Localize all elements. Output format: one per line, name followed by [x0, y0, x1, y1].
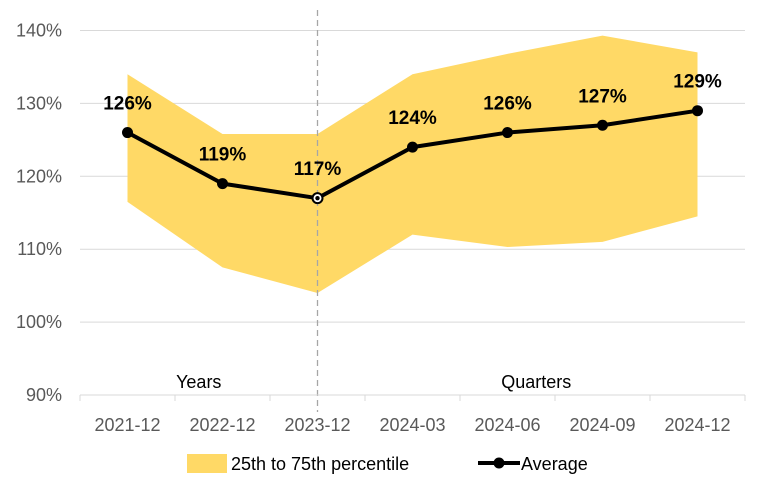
- legend-band-label: 25th to 75th percentile: [231, 454, 409, 474]
- percentile-band: [127, 35, 698, 293]
- y-tick-label: 120%: [16, 166, 62, 186]
- x-tick-label: 2023-12: [284, 415, 350, 435]
- legend-band-swatch: [187, 454, 227, 473]
- annotation-quarters: Quarters: [501, 372, 571, 392]
- x-tick-label: 2022-12: [189, 415, 255, 435]
- annotation-years: Years: [176, 372, 221, 392]
- data-label: 126%: [103, 94, 152, 115]
- x-axis: [79, 394, 746, 401]
- period-annotations: Years Quarters: [176, 372, 571, 392]
- average-point: [502, 127, 513, 139]
- y-tick-label: 100%: [16, 312, 62, 332]
- y-tick-label: 90%: [26, 385, 62, 405]
- y-tick-label: 140%: [16, 21, 62, 41]
- y-tick-label: 130%: [16, 93, 62, 113]
- data-label: 129%: [673, 72, 722, 93]
- x-tick-label: 2024-03: [379, 415, 445, 435]
- average-point: [692, 105, 703, 117]
- x-axis-tick-labels: 2021-12 2022-12 2023-12 2024-03 2024-06 2024-…: [94, 415, 730, 435]
- y-tick-label: 110%: [17, 239, 62, 259]
- x-tick-label: 2024-09: [569, 415, 635, 435]
- data-label: 117%: [294, 159, 342, 180]
- x-tick-label: 2024-12: [664, 415, 730, 435]
- x-tick-label: 2021-12: [94, 415, 160, 435]
- average-point: [407, 141, 418, 153]
- data-label: 126%: [483, 94, 532, 115]
- data-label: 127%: [578, 86, 627, 107]
- data-labels: 126% 119% 117% 124% 126% 127% 129%: [103, 72, 722, 180]
- average-point: [122, 127, 133, 139]
- data-label: 124%: [388, 108, 437, 129]
- average-point: [217, 178, 228, 190]
- legend-line-marker: [493, 457, 505, 469]
- average-point-center: [315, 195, 320, 201]
- average-series: [122, 105, 703, 205]
- average-point: [597, 119, 608, 131]
- data-label: 119%: [199, 145, 247, 166]
- legend-average-label: Average: [521, 454, 588, 474]
- x-tick-label: 2024-06: [474, 415, 540, 435]
- y-axis-tick-labels: 90% 100% 110% 120% 130% 140%: [16, 21, 62, 406]
- legend: 25th to 75th percentile Average: [187, 454, 588, 474]
- percentile-band-area: [127, 35, 698, 293]
